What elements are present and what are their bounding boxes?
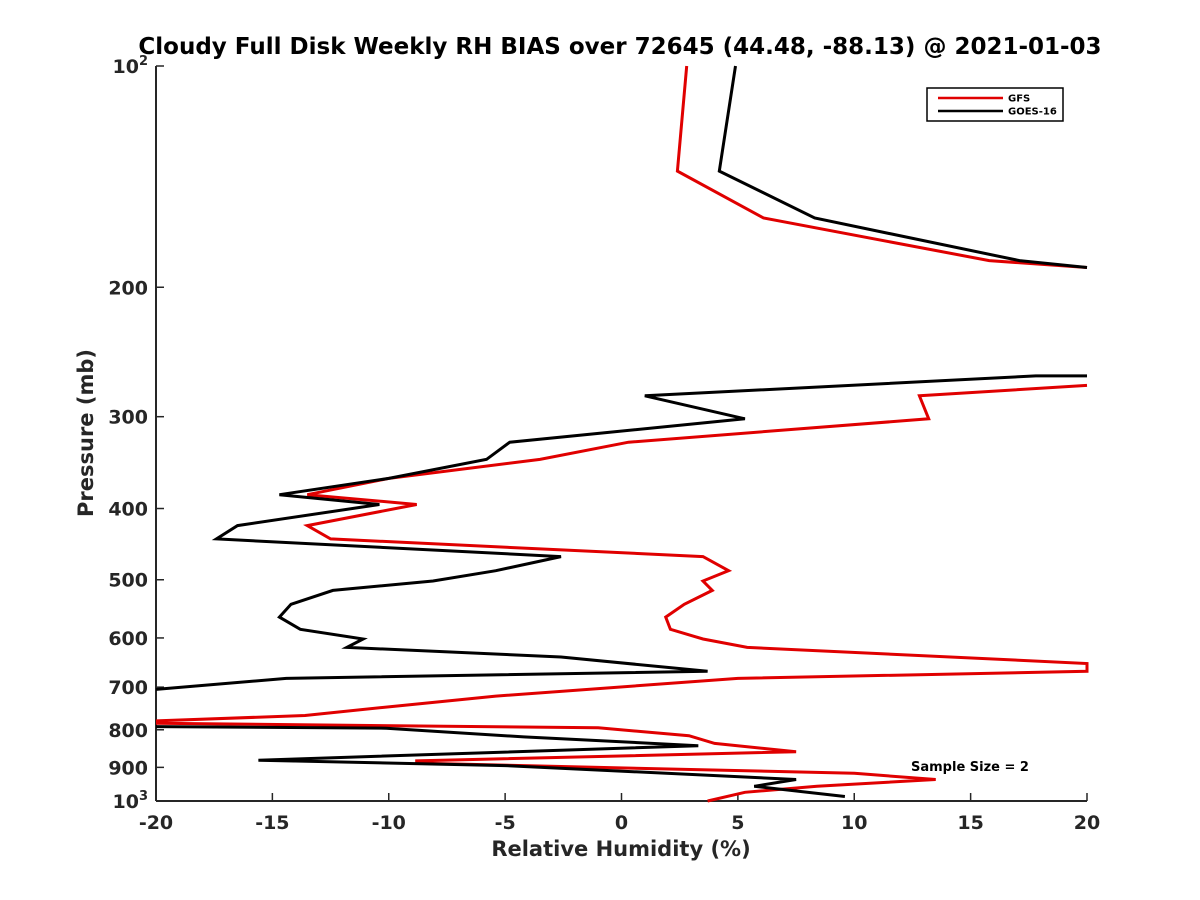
x-tick-label: 15 (957, 812, 983, 834)
x-tick-label: 0 (615, 812, 628, 834)
x-tick-label: -20 (139, 812, 173, 834)
legend-label-goes16: GOES-16 (1008, 107, 1057, 118)
x-tick-label: 10 (841, 812, 867, 834)
legend-box (926, 87, 1064, 122)
x-tick-label: -15 (255, 812, 289, 834)
y-tick-label: 800 (108, 720, 148, 742)
y-tick-label: 300 (108, 407, 148, 429)
y-tick-label: 700 (108, 677, 148, 699)
y-tick-label: 600 (108, 628, 148, 650)
y-tick-group: 102 200 300 400 500 600 700 800 900 103 (108, 54, 164, 813)
plot-area (155, 66, 1087, 802)
x-tick-label: -5 (495, 812, 516, 834)
sample-size-annotation: Sample Size = 2 (911, 760, 1029, 775)
chart-title: Cloudy Full Disk Weekly RH BIAS over 726… (138, 34, 1101, 60)
y-axis-label: Pressure (mb) (74, 349, 98, 517)
series-line-goes16 (155, 65, 1088, 798)
series-line-gfs (155, 65, 1089, 803)
y-tick-label: 900 (108, 757, 148, 779)
y-tick-label: 200 (108, 277, 148, 299)
series-lines (155, 65, 1089, 803)
y-tick-label: 102 (113, 54, 149, 78)
y-tick-label: 400 (108, 499, 148, 521)
legend-label-gfs: GFS (1008, 94, 1030, 105)
y-tick-label: 103 (113, 789, 149, 813)
x-tick-label: 5 (731, 812, 744, 834)
y-tick-label: 500 (108, 570, 148, 592)
x-axis-label: Relative Humidity (%) (491, 837, 750, 861)
x-tick-label: 20 (1074, 812, 1100, 834)
x-tick-label: -10 (372, 812, 406, 834)
x-tick-group: -20 -15 -10 -5 0 5 10 15 20 (139, 793, 1100, 834)
legend: GFS GOES-16 (926, 87, 1064, 122)
